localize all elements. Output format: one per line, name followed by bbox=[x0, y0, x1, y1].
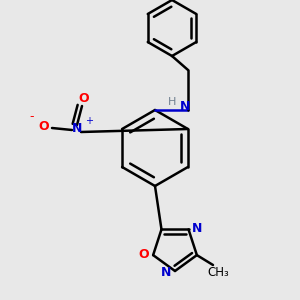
Text: O: O bbox=[39, 121, 49, 134]
Text: -: - bbox=[30, 110, 34, 124]
Text: CH₃: CH₃ bbox=[207, 266, 229, 278]
Text: N: N bbox=[192, 222, 203, 235]
Text: N: N bbox=[161, 266, 171, 278]
Text: N: N bbox=[180, 100, 190, 113]
Text: O: O bbox=[139, 248, 149, 261]
Text: N: N bbox=[72, 122, 82, 136]
Text: +: + bbox=[85, 116, 93, 126]
Text: H: H bbox=[168, 97, 176, 107]
Text: O: O bbox=[79, 92, 89, 104]
